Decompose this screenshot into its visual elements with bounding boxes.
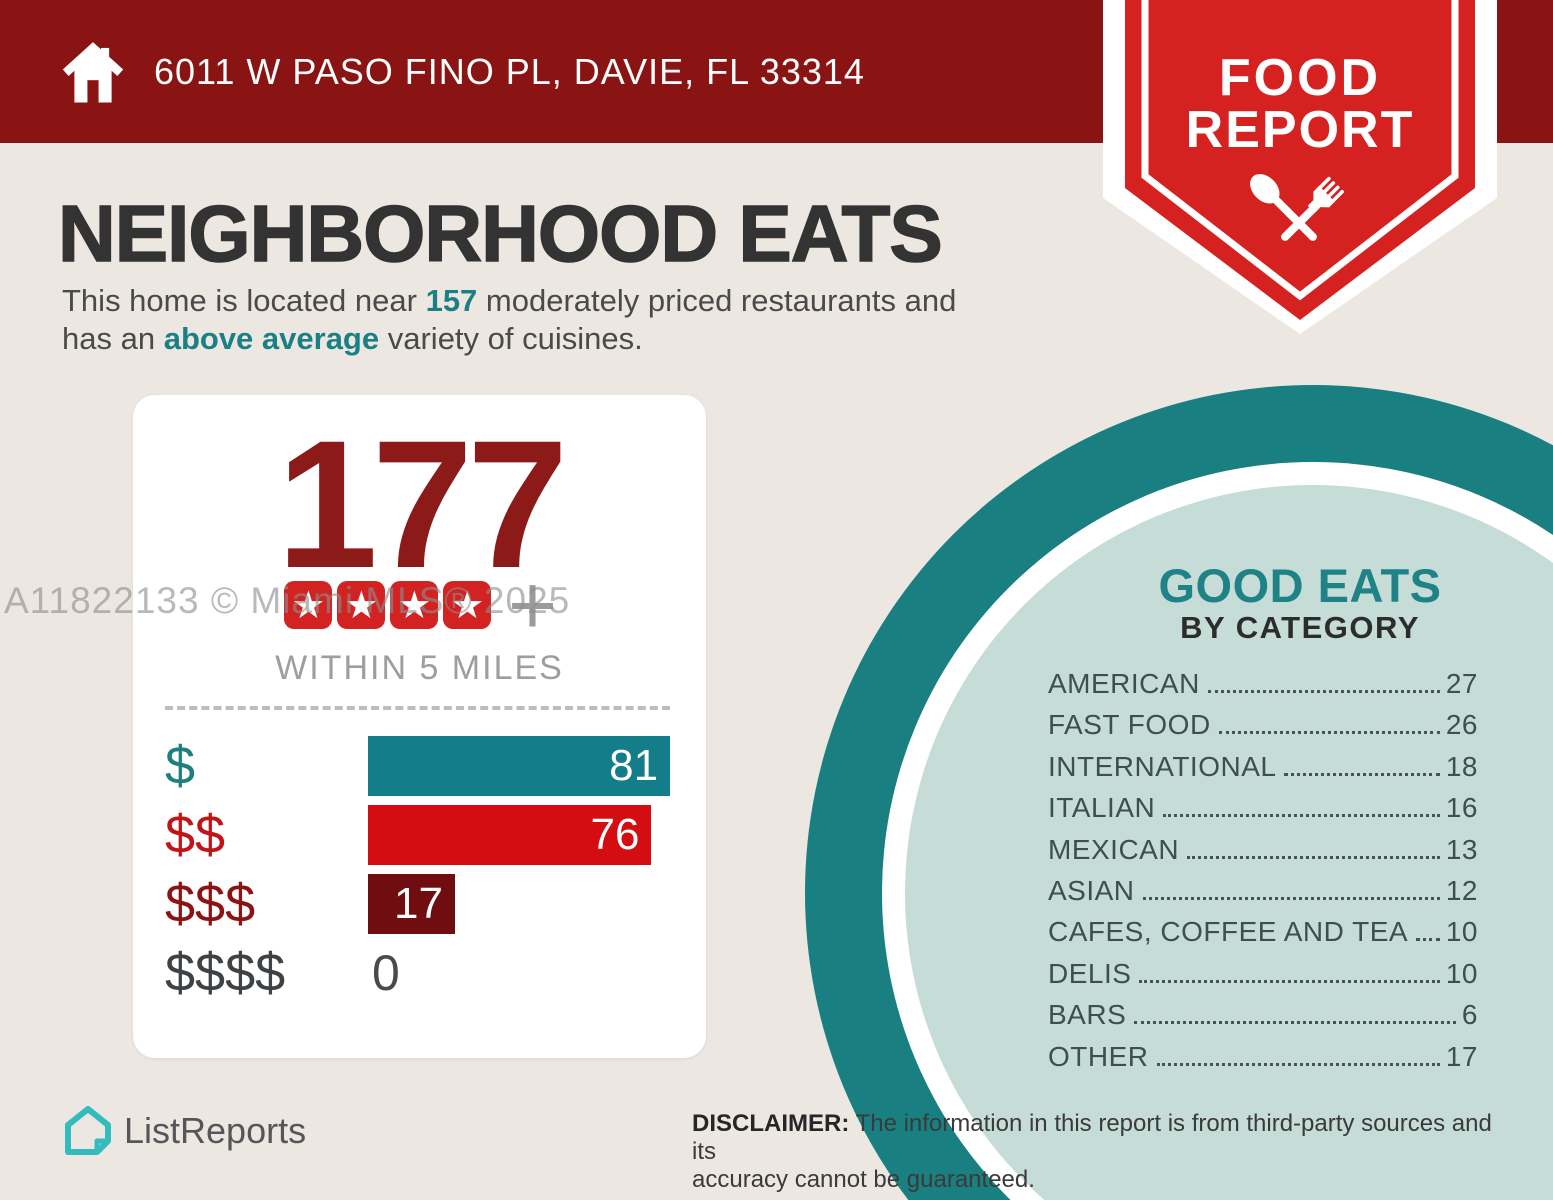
category-row: AMERICAN 27 [1048, 668, 1478, 709]
category-row: ASIAN 12 [1048, 875, 1478, 916]
disclaimer-line-2: accuracy cannot be guaranteed. [692, 1166, 1035, 1193]
price-level-label: $$$ [165, 874, 256, 934]
dotted-leader [1187, 855, 1440, 859]
category-value: 16 [1445, 792, 1478, 824]
variety-highlight: above average [163, 321, 380, 356]
category-label: CAFES, COFFEE AND TEA [1048, 916, 1409, 948]
star-icon: ★ [337, 581, 386, 629]
listreports-house-icon [65, 1106, 111, 1155]
price-bar-value: 0 [372, 945, 400, 1001]
price-chart: $81 $$ 76 $$$ 17 $$$$ 0 [133, 736, 706, 1012]
star-icon: ★ [390, 581, 439, 629]
plus-sign: + [507, 558, 558, 652]
address-banner: 6011 W PASO FINO PL, DAVIE, FL 33314 [0, 0, 1553, 143]
category-row: INTERNATIONAL 18 [1048, 751, 1478, 792]
price-bar-value: 76 [590, 810, 640, 859]
price-bar-row: $81 [133, 736, 706, 796]
price-bar-value: 17 [394, 879, 443, 928]
category-value: 13 [1445, 833, 1478, 865]
dotted-leader [1142, 896, 1440, 900]
category-value: 17 [1445, 1040, 1478, 1072]
category-value: 6 [1461, 999, 1478, 1031]
dashed-divider [165, 706, 670, 710]
good-eats-title: GOOD EATS [1158, 559, 1442, 612]
category-row: OTHER 17 [1048, 1041, 1478, 1082]
dotted-leader [1207, 690, 1440, 693]
category-label: OTHER [1048, 1040, 1149, 1072]
price-bar-row: $$ 76 [133, 805, 706, 865]
rating-row: ★ ★ ★ ★ + [133, 558, 706, 652]
badge-title-report: REPORT [1185, 101, 1415, 159]
property-address: 6011 W PASO FINO PL, DAVIE, FL 33314 [154, 50, 865, 92]
dotted-leader [1416, 938, 1440, 942]
intro-line-2: has an above average variety of cuisines… [62, 321, 643, 356]
home-icon [62, 42, 124, 103]
category-list: AMERICAN 27 FAST FOOD 26 INTERNATIONAL 18 ITAL… [1048, 668, 1478, 1082]
total-restaurant-count: 177 [276, 402, 569, 606]
page-title: NEIGHBORHOOD EATS [57, 188, 943, 279]
restaurant-stat-card: 177 ★ ★ ★ ★ + WITHIN 5 MILES $81 $$ 76 $$$ 17 $$… [133, 395, 706, 1058]
category-value: 26 [1445, 709, 1478, 741]
category-value: 18 [1445, 750, 1478, 782]
spoon-fork-icon [1250, 174, 1344, 241]
category-row: FAST FOOD 26 [1048, 709, 1478, 750]
disclaimer-line-1: DISCLAIMER: The information in this repo… [692, 1110, 1492, 1165]
price-level-label: $$ [165, 805, 226, 865]
dotted-leader [1134, 1021, 1456, 1025]
category-label: AMERICAN [1048, 668, 1200, 699]
price-level-label: $ [165, 736, 196, 796]
listreports-wordmark: ListReports [124, 1110, 307, 1151]
category-label: INTERNATIONAL [1048, 750, 1277, 782]
intro-text: This home is located near 157 moderately… [62, 282, 956, 358]
category-value: 27 [1445, 668, 1478, 699]
badge-title-food: FOOD [1218, 49, 1382, 107]
category-row: BARS 6 [1048, 999, 1478, 1040]
listreports-logo: ListReports [62, 1104, 306, 1158]
price-level-label: $$$$ [165, 943, 286, 1003]
category-label: DELIS [1048, 957, 1132, 989]
category-row: CAFES, COFFEE AND TEA 10 [1048, 916, 1478, 957]
restaurant-count: 157 [425, 283, 478, 318]
price-bar: 81 [368, 736, 671, 796]
category-label: BARS [1048, 999, 1127, 1031]
category-value: 10 [1445, 957, 1478, 989]
category-label: ASIAN [1048, 874, 1135, 906]
disclaimer: DISCLAIMER: The information in this repo… [692, 1110, 1502, 1194]
price-bar: 17 [368, 874, 455, 934]
category-value: 10 [1445, 916, 1478, 948]
dotted-leader [1284, 772, 1440, 776]
dotted-leader [1139, 979, 1440, 983]
mls-watermark: A11822133 © Miami MLS® 2025 [4, 580, 571, 621]
category-label: MEXICAN [1048, 833, 1180, 865]
dotted-leader [1218, 731, 1440, 735]
category-value: 12 [1445, 874, 1478, 906]
price-bar-value: 81 [609, 741, 659, 790]
category-row: ITALIAN 16 [1048, 792, 1478, 833]
intro-line-1: This home is located near 157 moderately… [62, 283, 957, 318]
category-label: ITALIAN [1048, 792, 1156, 824]
food-report-ribbon [1103, 0, 1497, 334]
price-bar: 76 [368, 805, 652, 865]
star-icon: ★ [284, 581, 333, 629]
category-row: DELIS 10 [1048, 958, 1478, 999]
dotted-leader [1163, 814, 1440, 818]
rating-stars: ★ ★ ★ ★ [282, 581, 494, 629]
radius-label: WITHIN 5 MILES [275, 649, 564, 687]
price-bar-row: $$$ 17 [133, 874, 706, 934]
good-eats-subtitle: BY CATEGORY [1180, 610, 1420, 645]
star-icon: ★ [443, 581, 492, 629]
category-label: FAST FOOD [1048, 709, 1211, 741]
category-row: MEXICAN 13 [1048, 834, 1478, 875]
price-bar-row: $$$$ 0 [133, 943, 706, 1003]
dotted-leader [1156, 1062, 1440, 1066]
